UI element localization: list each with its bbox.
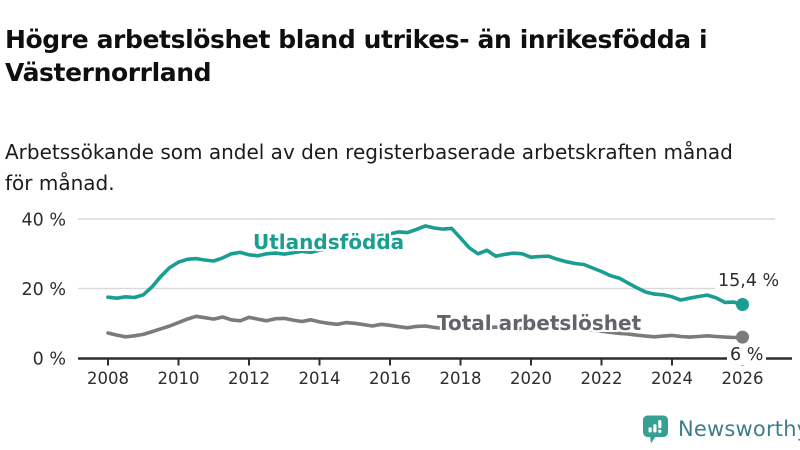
series-end-dot-0	[736, 298, 749, 311]
x-axis-tick-label: 2014	[299, 369, 341, 388]
x-axis-tick-label: 2008	[87, 369, 129, 388]
x-axis-tick-label: 2022	[581, 369, 623, 388]
x-axis-tick-label: 2020	[510, 369, 552, 388]
page-title: Högre arbetslöshet bland utrikes- än inr…	[5, 23, 797, 89]
series-line-1	[106, 314, 745, 340]
series-line-0	[106, 224, 745, 307]
series-label-total-arbetsloshet: Total arbetslöshet	[437, 311, 642, 335]
title-line-2: Västernorrland	[5, 57, 212, 87]
x-axis-tick-label: 2010	[158, 369, 200, 388]
newsworthy-speech-bubble-chart-icon	[642, 414, 669, 445]
x-axis-tick-label: 2026	[722, 369, 764, 388]
x-axis-tick-label: 2018	[440, 369, 482, 388]
x-axis-tick-label: 2012	[228, 369, 270, 388]
series-label-utlandsfodda: Utlandsfödda	[253, 230, 405, 254]
subtitle-line-2: för månad.	[5, 171, 115, 195]
newsworthy-wordmark: Newsworthy	[678, 417, 800, 441]
subtitle-line-1: Arbetssökande som andel av den registerb…	[5, 140, 733, 164]
x-axis-tick-label: 2024	[651, 369, 693, 388]
newsworthy-logo: Newsworthy	[642, 413, 800, 445]
y-axis-tick-label: 40 %	[22, 211, 66, 231]
title-line-1: Högre arbetslöshet bland utrikes- än inr…	[5, 24, 708, 54]
chart-subtitle: Arbetssökande som andel av den registerb…	[5, 137, 785, 199]
end-value-total: 6 %	[727, 345, 767, 365]
end-value-utlandsfodda: 15,4 %	[715, 271, 783, 291]
y-axis-tick-label: 0 %	[33, 350, 66, 370]
y-axis-tick-label: 20 %	[22, 280, 66, 300]
x-axis-tick-label: 2016	[369, 369, 411, 388]
series-end-dot-1	[736, 330, 749, 344]
